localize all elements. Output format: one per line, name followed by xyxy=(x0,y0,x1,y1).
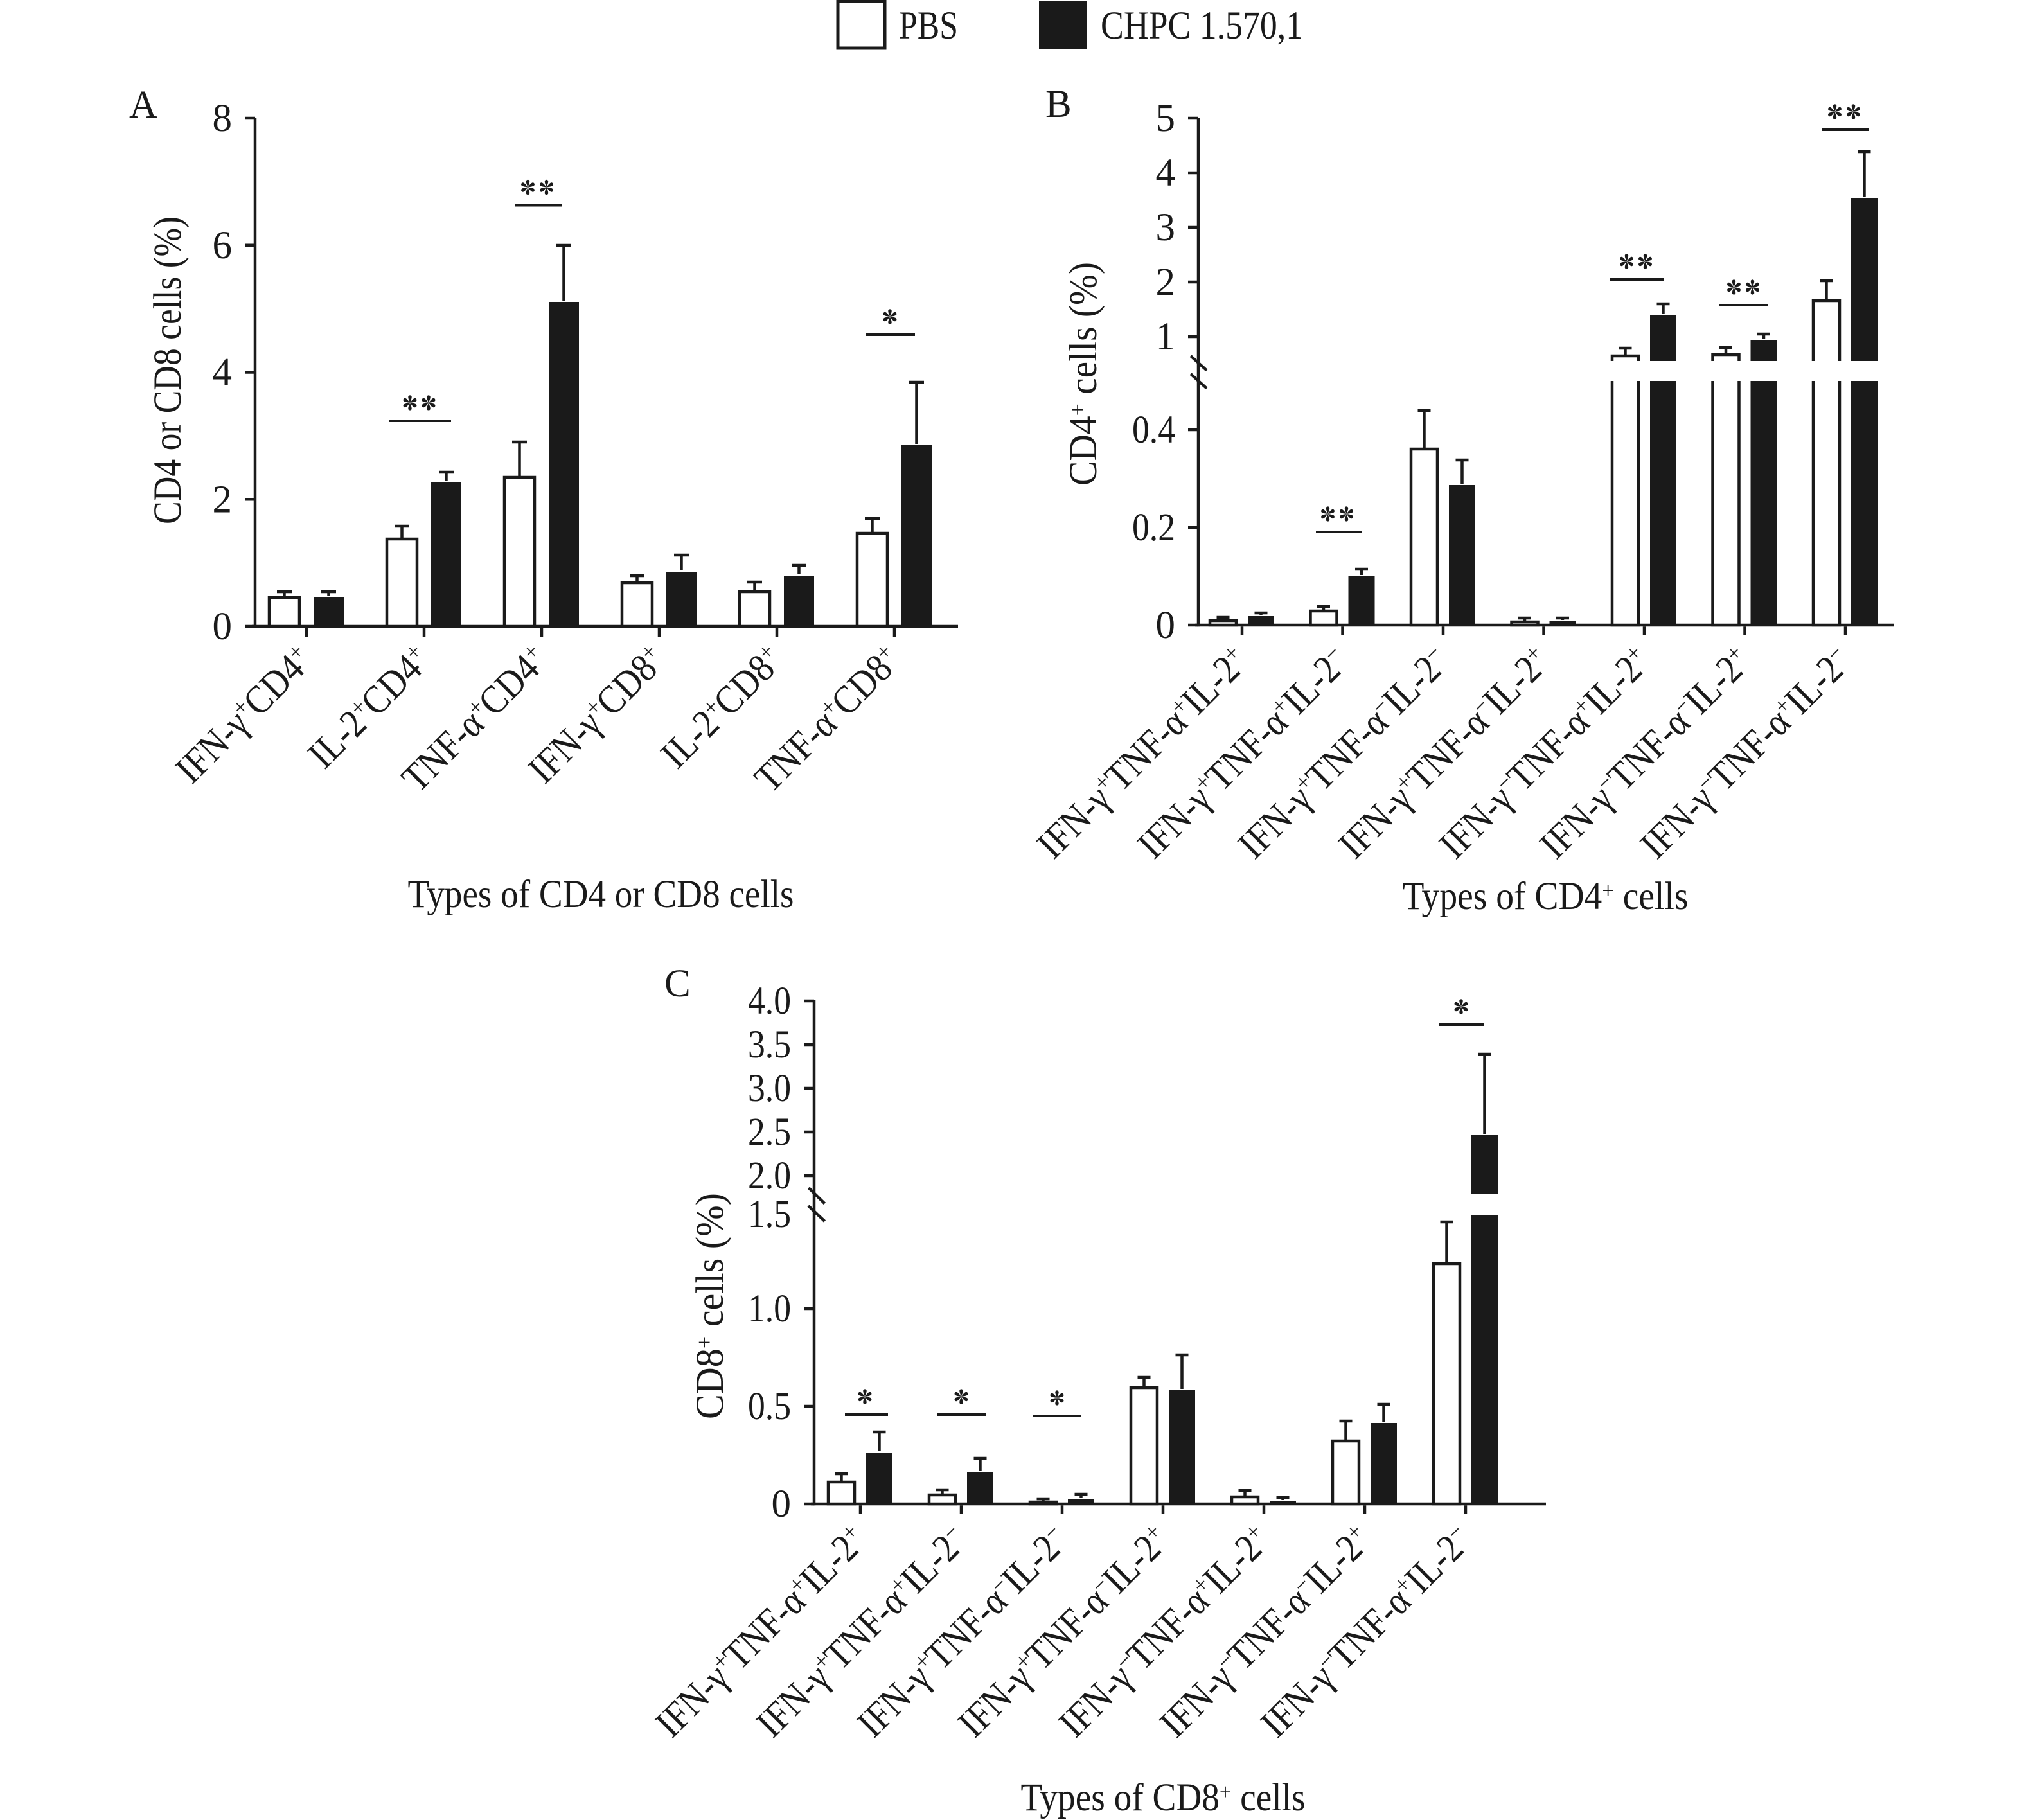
svg-text:4.0: 4.0 xyxy=(748,980,791,1023)
svg-text:5: 5 xyxy=(1156,97,1176,140)
svg-text:4: 4 xyxy=(213,351,233,394)
svg-text:0: 0 xyxy=(1156,604,1176,647)
svg-text:PBS: PBS xyxy=(899,4,958,48)
svg-text:Types of CD4 or CD8 cells: Types of CD4 or CD8 cells xyxy=(408,873,794,916)
svg-text:2.5: 2.5 xyxy=(748,1111,791,1154)
svg-text:0: 0 xyxy=(213,605,233,648)
svg-text:0.5: 0.5 xyxy=(748,1385,791,1428)
svg-text:2.0: 2.0 xyxy=(748,1154,791,1197)
svg-text:CD4+ cells (%): CD4+ cells (%) xyxy=(1062,262,1105,486)
svg-text:6: 6 xyxy=(213,224,233,267)
svg-text:1.0: 1.0 xyxy=(748,1287,791,1330)
svg-text:CHPC 1.570,1: CHPC 1.570,1 xyxy=(1101,4,1303,48)
svg-text:0.4: 0.4 xyxy=(1132,409,1175,452)
svg-text:1: 1 xyxy=(1156,315,1176,358)
svg-text:3.0: 3.0 xyxy=(748,1067,791,1110)
svg-text:CD8+ cells (%): CD8+ cells (%) xyxy=(689,1193,732,1419)
svg-text:2: 2 xyxy=(1156,261,1176,304)
svg-text:2: 2 xyxy=(213,478,233,521)
svg-text:1.5: 1.5 xyxy=(748,1193,791,1236)
svg-text:0.2: 0.2 xyxy=(1132,506,1175,549)
svg-text:3: 3 xyxy=(1156,206,1176,249)
svg-text:CD4 or CD8 cells (%): CD4 or CD8 cells (%) xyxy=(146,216,190,524)
svg-text:0: 0 xyxy=(772,1483,792,1526)
svg-text:8: 8 xyxy=(213,97,233,140)
svg-text:3.5: 3.5 xyxy=(748,1023,791,1066)
svg-text:A: A xyxy=(129,84,157,127)
svg-text:4: 4 xyxy=(1156,152,1176,195)
svg-text:Types of CD4+ cells: Types of CD4+ cells xyxy=(1403,875,1689,918)
svg-text:C: C xyxy=(664,962,691,1005)
svg-text:B: B xyxy=(1045,83,1072,126)
svg-text:Types of CD8+ cells: Types of CD8+ cells xyxy=(1021,1776,1306,1819)
